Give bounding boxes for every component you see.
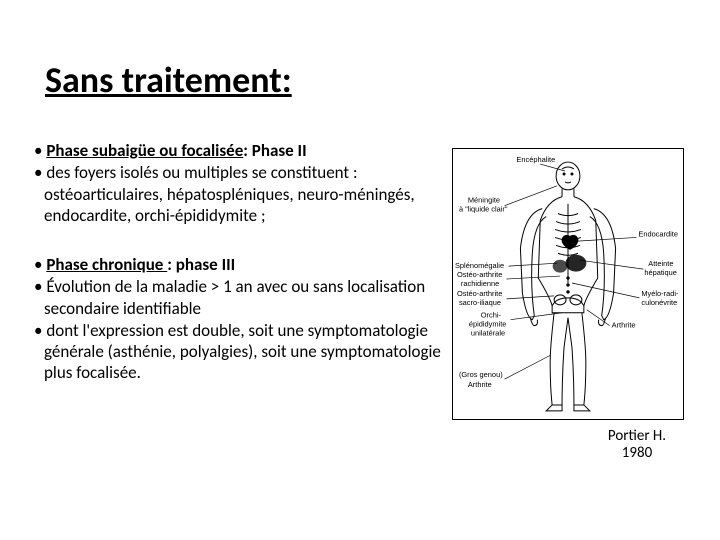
svg-text:(Gros genou): (Gros genou) [459,370,503,379]
bullet-phase3-text2: dont l'expression est double, soit une s… [30,320,460,384]
content-area: Phase subaigüe ou focalisée: Phase II de… [30,140,460,412]
bullet-phase2-text: des foyers isolés ou multiples se consti… [30,162,460,226]
bullet-phase2-header: Phase subaigüe ou focalisée: Phase II [30,140,460,161]
svg-text:Endocardite: Endocardite [638,229,678,238]
citation-author: Portier H. [608,427,666,445]
phase2-label: Phase subaigüe ou focalisée [46,140,243,161]
svg-text:hépatique: hépatique [644,268,677,277]
svg-text:rachidienne: rachidienne [461,279,499,288]
bullet-phase3-text1: Évolution de la maladie > 1 an avec ou s… [30,276,460,319]
svg-text:Atteinte: Atteinte [648,259,673,268]
phase3-label: Phase chronique [46,254,167,275]
citation-year: 1980 [622,444,652,462]
svg-text:Splénomégalie: Splénomégalie [455,261,504,270]
svg-text:Ostéo-arthrite: Ostéo-arthrite [457,289,502,298]
anatomy-figure: Encéphalite Méningiteà "liquide clair" Spl… [452,148,684,420]
slide-title: Sans traitement: [45,58,292,102]
svg-text:culonévrite: culonévrite [641,298,677,307]
svg-text:épididymite: épididymite [469,320,507,329]
svg-text:Orchi-: Orchi- [481,311,502,320]
svg-text:à "liquide clair": à "liquide clair" [459,205,508,214]
svg-text:sacro-iliaque: sacro-iliaque [459,298,501,307]
svg-text:Arthrite: Arthrite [468,380,492,389]
anatomy-svg: Encéphalite Méningiteà "liquide clair" Spl… [453,149,683,419]
phase2-suffix: : Phase II [243,140,306,161]
svg-text:Encéphalite: Encéphalite [516,155,555,164]
citation: Portier H. 1980 [592,428,682,461]
block-phase3: Phase chronique : phase III Évolution de… [30,254,460,384]
svg-text:unilatérale: unilatérale [471,329,505,338]
phase3-suffix: : phase III [167,254,235,275]
svg-text:Ostéo-arthrite: Ostéo-arthrite [457,270,502,279]
bullet-phase3-header: Phase chronique : phase III [30,254,460,275]
svg-text:Myélo-radi-: Myélo-radi- [641,289,679,298]
svg-text:Arthrite: Arthrite [612,321,636,330]
svg-text:Méningite: Méningite [468,196,500,205]
block-phase2: Phase subaigüe ou focalisée: Phase II de… [30,140,460,226]
